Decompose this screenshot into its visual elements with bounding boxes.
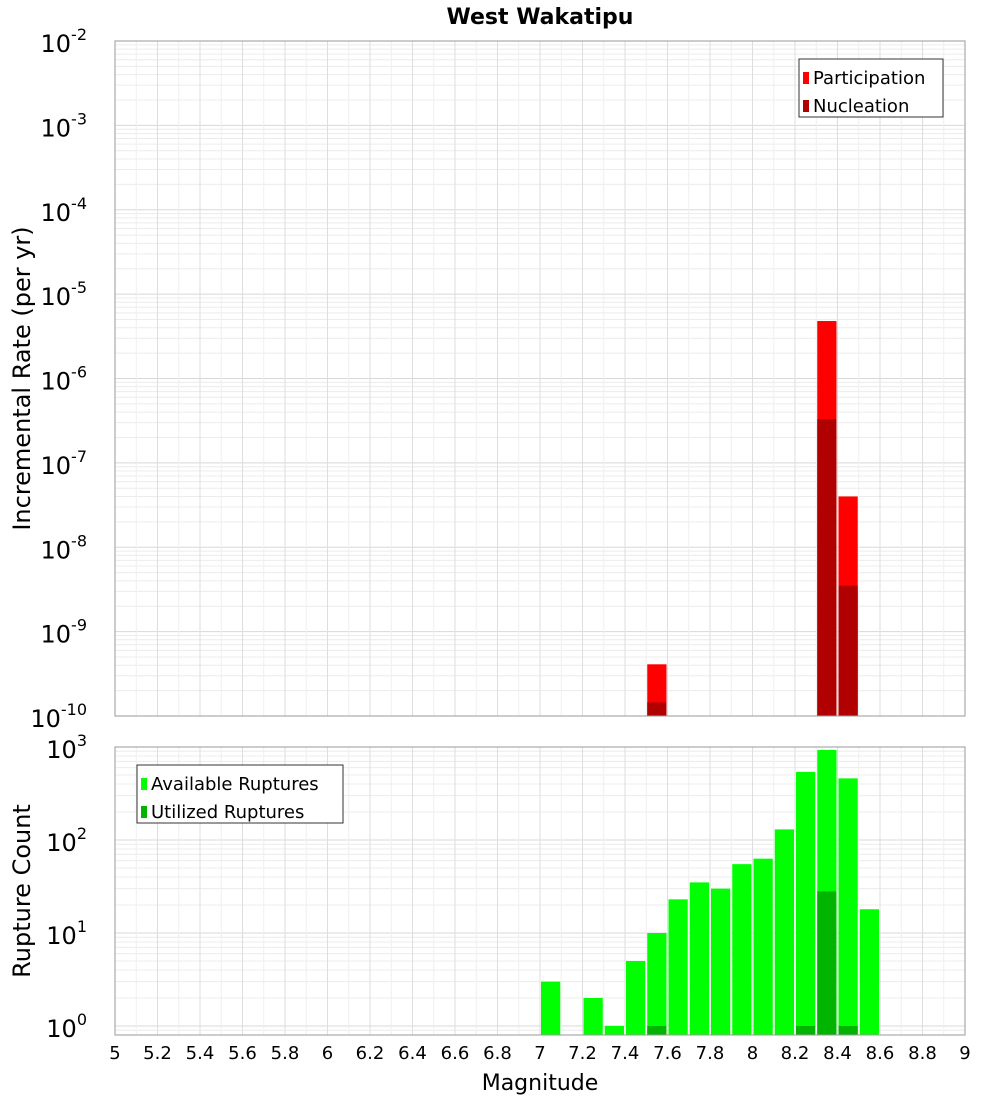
x-tick-label: 7.4 (611, 1043, 640, 1064)
x-tick-label: 6.4 (398, 1043, 427, 1064)
x-tick-label: 6.6 (441, 1043, 470, 1064)
y-tick-label: 10-2 (41, 25, 88, 58)
legend: Available Ruptures Utilized Ruptures (136, 764, 344, 824)
chart-panel-0: 10-10 10-9 10-8 10-7 10-6 10-5 10-4 10-3 10-2 Inc… (8, 5, 966, 733)
x-tick-label: 5 (109, 1043, 120, 1064)
legend-swatch (141, 806, 147, 818)
legend-box (798, 58, 944, 118)
y-tick-label: 103 (46, 731, 87, 764)
x-tick-label: 6.8 (483, 1043, 512, 1064)
bar-available-ruptures (753, 858, 773, 1035)
bar-nucleation (647, 702, 667, 716)
bar-available-ruptures (647, 932, 667, 1035)
x-tick-label: 5.8 (271, 1043, 300, 1064)
bar-available-ruptures (604, 1025, 624, 1035)
bar-utilized-ruptures (817, 891, 837, 1035)
x-tick-label: 7.6 (653, 1043, 682, 1064)
bar-available-ruptures (668, 899, 688, 1035)
bar-available-ruptures (711, 888, 731, 1035)
y-axis-label: Incremental Rate (per yr) (8, 226, 36, 530)
y-tick-label: 10-9 (41, 616, 88, 649)
legend-swatch (141, 778, 147, 790)
y-tick-label: 10-8 (41, 531, 88, 564)
x-tick-label: 8.4 (823, 1043, 852, 1064)
legend-label: Participation (813, 68, 925, 89)
bar-available-ruptures (859, 909, 879, 1035)
bar-available-ruptures (774, 829, 794, 1035)
legend-swatch (803, 100, 809, 112)
bar-available-ruptures (583, 997, 603, 1035)
y-tick-label: 10-10 (30, 700, 87, 733)
y-tick-label: 10-4 (41, 194, 88, 227)
legend-label: Available Ruptures (151, 774, 319, 795)
x-tick-label: 6.2 (356, 1043, 385, 1064)
bar-available-ruptures (541, 981, 561, 1035)
chart-title: West Wakatipu (447, 5, 634, 30)
bar-utilized-ruptures (647, 1025, 667, 1035)
x-tick-label: 7 (534, 1043, 545, 1064)
y-tick-label: 10-3 (41, 109, 88, 142)
x-tick-label: 5.4 (186, 1043, 215, 1064)
y-axis-label: Rupture Count (8, 804, 36, 978)
plot-border (114, 746, 966, 1036)
legend-label: Nucleation (813, 96, 909, 117)
bar-available-ruptures (838, 778, 858, 1035)
bar-nucleation (817, 419, 837, 716)
x-tick-label: 5.6 (228, 1043, 257, 1064)
y-tick-label: 101 (46, 917, 87, 950)
x-tick-label: 7.8 (696, 1043, 725, 1064)
chart-panel-1: 100 101 102 103 Rupture Count 5 5.2 5.4 5.6 5.8 6 6… (8, 731, 971, 1096)
y-tick-label: 102 (46, 824, 87, 857)
bar-available-ruptures (732, 864, 752, 1035)
x-tick-label: 8.2 (781, 1043, 810, 1064)
x-tick-label: 6 (322, 1043, 333, 1064)
bar-available-ruptures (796, 771, 816, 1035)
x-tick-label: 9 (959, 1043, 970, 1064)
y-tick-label: 10-7 (41, 447, 88, 480)
x-tick-label: 5.2 (143, 1043, 172, 1064)
y-tick-label: 100 (46, 1010, 87, 1043)
bar-available-ruptures (689, 882, 709, 1035)
x-tick-label: 8.8 (908, 1043, 937, 1064)
x-tick-label: 8 (747, 1043, 758, 1064)
bar-nucleation (838, 585, 858, 716)
y-tick-label: 10-6 (41, 363, 88, 396)
x-axis-label: Magnitude (482, 1071, 599, 1096)
y-tick-label: 10-5 (41, 278, 88, 311)
bar-available-ruptures (626, 960, 646, 1035)
legend-label: Utilized Ruptures (151, 802, 304, 823)
bar-utilized-ruptures (796, 1025, 816, 1035)
x-tick-label: 8.6 (866, 1043, 895, 1064)
bar-utilized-ruptures (838, 1025, 858, 1035)
x-tick-label: 7.2 (568, 1043, 597, 1064)
legend-swatch (803, 72, 809, 84)
plot-border (114, 40, 966, 717)
legend: Participation Nucleation (798, 58, 944, 118)
legend-box (136, 764, 344, 824)
